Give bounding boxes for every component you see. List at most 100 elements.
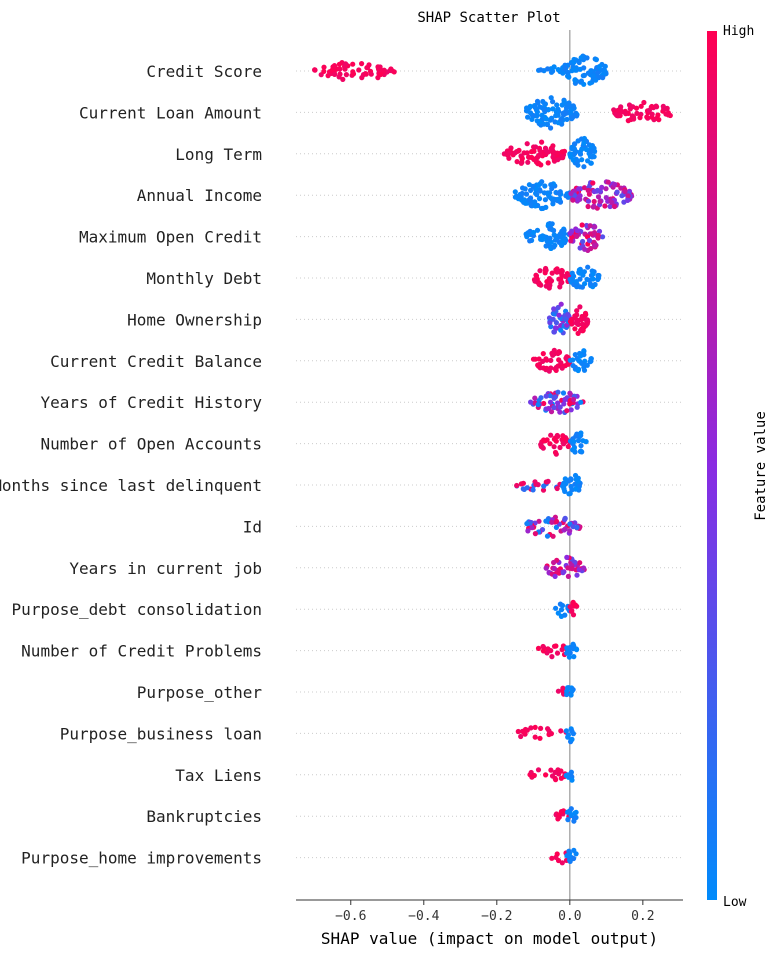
shap-point: [519, 190, 525, 197]
shap-point: [512, 194, 519, 200]
shap-point: [331, 63, 338, 69]
shap-point: [530, 356, 537, 362]
colorbar-title: Feature value: [753, 411, 769, 521]
shap-point: [581, 367, 588, 373]
shap-point: [528, 187, 534, 193]
shap-point: [553, 235, 559, 241]
shap-point: [595, 194, 602, 200]
shap-point: [556, 312, 562, 318]
shap-point: [555, 688, 562, 694]
shap-point: [574, 524, 580, 531]
shap-point: [581, 135, 588, 142]
shap-point: [525, 159, 531, 165]
shap-point: [549, 654, 555, 660]
shap-point: [343, 61, 349, 67]
shap-point: [581, 348, 587, 354]
shap-point: [586, 191, 593, 197]
shap-point: [535, 767, 542, 773]
shap-point: [576, 59, 582, 66]
x-tick-label: −0.2: [481, 909, 512, 924]
shap-point: [602, 203, 608, 209]
shap-point: [535, 401, 541, 408]
shap-point: [521, 197, 528, 203]
shap-point: [543, 265, 549, 272]
shap-point: [545, 405, 552, 412]
x-tick-label: 0.2: [631, 909, 654, 924]
shap-point: [564, 191, 570, 197]
shap-point: [578, 78, 585, 84]
shap-point: [560, 390, 567, 396]
shap-point: [590, 180, 596, 186]
shap-point: [543, 204, 549, 210]
shap-point: [656, 117, 662, 123]
shap-point: [579, 222, 585, 228]
shap-point: [543, 243, 549, 249]
shap-point: [550, 533, 556, 539]
shap-point: [566, 848, 572, 854]
shap-point: [574, 572, 580, 578]
shap-point: [542, 183, 548, 189]
shap-point: [564, 650, 570, 656]
shap-point: [557, 231, 564, 237]
shap-point: [512, 189, 518, 195]
shap-point: [568, 769, 575, 775]
shap-point: [566, 313, 572, 319]
x-tick-label: 0.0: [558, 909, 581, 924]
shap-point: [579, 326, 585, 332]
feature-label: Purpose_debt consolidation: [12, 600, 262, 619]
shap-point: [558, 301, 564, 307]
shap-point: [567, 230, 573, 236]
shap-point: [630, 114, 637, 120]
shap-point: [580, 238, 586, 245]
shap-point: [553, 518, 560, 525]
shap-point: [660, 103, 666, 109]
shap-point: [533, 481, 539, 487]
shap-point: [644, 114, 650, 120]
shap-point: [535, 645, 542, 652]
shap-point: [654, 104, 660, 110]
shap-point: [535, 100, 541, 106]
shap-point: [565, 70, 571, 76]
shap-point: [561, 98, 567, 105]
shap-point: [625, 193, 631, 199]
shap-point: [567, 152, 573, 158]
shap-point: [561, 231, 567, 237]
shap-point: [559, 267, 565, 274]
shap-point: [561, 441, 567, 447]
x-axis-label: SHAP value (impact on model output): [321, 929, 658, 948]
shap-point: [529, 154, 535, 161]
shap-point: [552, 394, 559, 400]
feature-label: Purpose_other: [137, 683, 263, 702]
shap-point: [578, 448, 584, 454]
shap-point: [557, 444, 563, 451]
shap-point: [560, 808, 567, 814]
shap-point: [537, 735, 543, 741]
shap-point: [584, 276, 590, 282]
shap-point: [570, 114, 576, 120]
shap-point: [578, 399, 584, 405]
shap-point: [634, 110, 640, 116]
shap-point: [540, 487, 547, 493]
shap-point: [542, 197, 549, 203]
shap-point: [524, 105, 530, 111]
shap-point: [350, 71, 357, 77]
shap-point: [529, 525, 535, 531]
colorbar-low-label: Low: [723, 895, 747, 910]
shap-point: [551, 444, 557, 450]
shap-point: [547, 226, 553, 232]
shap-point: [588, 245, 594, 252]
shap-point: [537, 118, 543, 125]
shap-point: [592, 224, 598, 230]
shap-point: [551, 404, 557, 411]
shap-point: [555, 389, 561, 395]
shap-point: [571, 273, 577, 279]
shap-point: [592, 281, 598, 288]
shap-point: [559, 365, 565, 371]
shap-point: [566, 654, 573, 660]
shap-point: [534, 192, 540, 198]
shap-point: [549, 855, 555, 861]
shap-point: [558, 280, 564, 286]
shap-point: [340, 76, 346, 82]
shap-point: [540, 358, 546, 364]
shap-point: [574, 647, 580, 653]
